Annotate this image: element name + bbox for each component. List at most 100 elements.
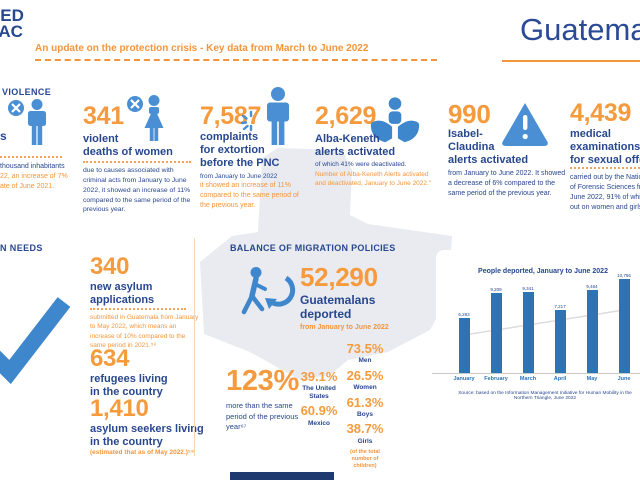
isabel-claudina-value: 990 xyxy=(448,99,491,129)
footer-bar xyxy=(230,472,334,480)
redlac-logo: RED LAC xyxy=(0,6,24,40)
girls-label: Girls xyxy=(357,437,373,445)
bar-value-label: 10,756 xyxy=(617,273,631,278)
women-deaths-value: 341 xyxy=(83,102,124,130)
asylum-apps-label-2: applications xyxy=(90,294,155,307)
bar xyxy=(618,279,630,373)
violence-section-title-fragment: VIOLENCE xyxy=(2,87,52,97)
women-deaths-label-1: violent xyxy=(83,133,119,145)
destination-us-label: The United States xyxy=(302,385,336,400)
increase-percent-body: more than the same period of the previou… xyxy=(226,401,299,431)
axis-label-may: May xyxy=(586,376,598,382)
chart-title: People deported, January to June 2022 xyxy=(478,268,608,275)
extortion-label-2: for extortion xyxy=(200,144,265,157)
needs-section-title-fragment: N NEEDS xyxy=(0,243,43,253)
medical-exams-body-3: June 2022, 91% of which xyxy=(570,194,640,202)
homicides-label-fragment: s xyxy=(0,129,7,143)
women-deaths-body: due to causes associated with criminal a… xyxy=(83,167,191,214)
bar xyxy=(586,290,598,373)
deported-value: 52,290 xyxy=(300,262,378,292)
person-male-icon xyxy=(267,87,289,145)
axis-label-march: March xyxy=(519,376,537,382)
x-badge-icon xyxy=(127,96,143,112)
person-female-icon xyxy=(144,95,164,141)
isabel-claudina-body: from January to June 2022. It showed a d… xyxy=(448,170,566,198)
warning-triangle-icon xyxy=(502,103,548,146)
alba-keneth-label-1: Alba-Keneth xyxy=(315,133,380,145)
bar-january: 6,283 xyxy=(448,312,480,373)
bar xyxy=(554,310,566,373)
destination-mexico-label: Mexico xyxy=(307,419,331,427)
report-subtitle: An update on the protection crisis - Key… xyxy=(35,43,369,54)
bar-value-label: 6,283 xyxy=(458,312,470,317)
asylum-apps-value: 340 xyxy=(90,253,130,280)
medical-exams-body: carried out by the National of Forensic … xyxy=(570,173,640,214)
women-deaths-label-2: deaths of women xyxy=(83,146,173,159)
deported-label-2: deported xyxy=(300,307,352,322)
refugees-label-1: refugees living xyxy=(90,373,168,385)
alba-keneth-subtext: of which 41% were deactivated. xyxy=(315,161,407,168)
chart-source: Source: based on the Information Managem… xyxy=(458,391,632,401)
deported-subtext: from January to June 2022 xyxy=(300,324,389,331)
isabel-claudina-label-1: Isabel- xyxy=(448,128,483,140)
extortion-label-3: before the PNC xyxy=(200,157,280,170)
logo-line-1: RED xyxy=(0,6,24,25)
bar-value-label: 9,209 xyxy=(490,287,502,292)
migration-section-title: BALANCE OF MIGRATION POLICIES xyxy=(230,243,396,253)
chart-panel xyxy=(436,250,640,408)
demographic-breakdown: 73.5% Men 26.5% Women 61.3% Boys 38.7% G… xyxy=(340,341,390,470)
refugees-value: 634 xyxy=(90,345,130,372)
deported-label-1: Guatemalans xyxy=(300,293,376,307)
x-axis-labels: January February March April May June xyxy=(448,376,640,382)
person-male-icon xyxy=(28,99,46,145)
asylum-seekers-label: asylum seekers living in the country xyxy=(90,423,204,449)
increase-percent-value: 123% xyxy=(226,365,299,397)
medical-exams-label: medical examinations for sexual offenses xyxy=(570,128,640,168)
alba-keneth-label: Alba-Keneth alerts activated xyxy=(315,133,395,159)
boys-value: 61.3% xyxy=(346,394,384,410)
alba-keneth-label-2: alerts activated xyxy=(315,146,396,159)
medical-exams-body-2: of Forensic Sciences from xyxy=(570,184,640,192)
destination-breakdown: 39.1% The United States 60.9% Mexico xyxy=(294,369,344,431)
asylum-seekers-label-2: in the country xyxy=(90,436,163,449)
alba-keneth-value: 2,629 xyxy=(315,102,377,130)
dotted-divider xyxy=(570,167,640,169)
bar-value-label: 9,464 xyxy=(586,284,598,289)
dotted-divider xyxy=(83,161,191,163)
extortion-subtext: from January to June 2022 xyxy=(200,173,278,180)
homicides-body-fragment: thousand inhabitants 22, an increase of … xyxy=(0,162,80,192)
axis-label-january: January xyxy=(453,376,475,382)
women-deaths-label: violent deaths of women xyxy=(83,133,173,159)
axis-label-april: April xyxy=(553,376,567,382)
checkmark-icon xyxy=(0,297,71,385)
deportee-return-icon xyxy=(241,267,296,315)
asylum-apps-label-1: new asylum xyxy=(90,281,153,293)
medical-exams-label-1: medical xyxy=(570,128,611,140)
deported-label: Guatemalans deported xyxy=(300,293,375,322)
bar-june: 10,756 xyxy=(608,273,640,373)
men-value: 73.5% xyxy=(346,341,384,356)
destination-us-value: 39.1% xyxy=(300,369,338,384)
dotted-divider xyxy=(0,156,62,158)
medical-exams-value: 4,439 xyxy=(570,99,632,127)
axis-label-february: February xyxy=(484,376,508,382)
hands-holding-child-icon xyxy=(370,97,420,143)
asylum-seekers-value: 1,410 xyxy=(90,395,149,422)
bar-may: 9,464 xyxy=(576,284,608,373)
isabel-claudina-label-3: alerts activated xyxy=(448,154,529,167)
header-rule-solid xyxy=(502,60,640,62)
men-label: Men xyxy=(358,357,372,365)
x-axis-line xyxy=(432,373,640,374)
women-label: Women xyxy=(353,384,377,392)
asylum-seekers-note: (estimated that as of May 2022.)⁵⁹ xyxy=(90,449,195,456)
bar-value-label: 7,217 xyxy=(554,304,566,309)
bar-chart: 6,283 9,209 9,341 7,217 9,464 10,756 xyxy=(448,273,640,373)
medical-exams-label-2: examinations xyxy=(570,141,640,154)
dotted-divider xyxy=(90,308,186,310)
bar-march: 9,341 xyxy=(512,286,544,373)
alba-keneth-body: Number of Alba-Keneth Alerts activated a… xyxy=(315,171,432,188)
country-title: Guatemala xyxy=(520,12,640,47)
bar xyxy=(458,318,470,373)
